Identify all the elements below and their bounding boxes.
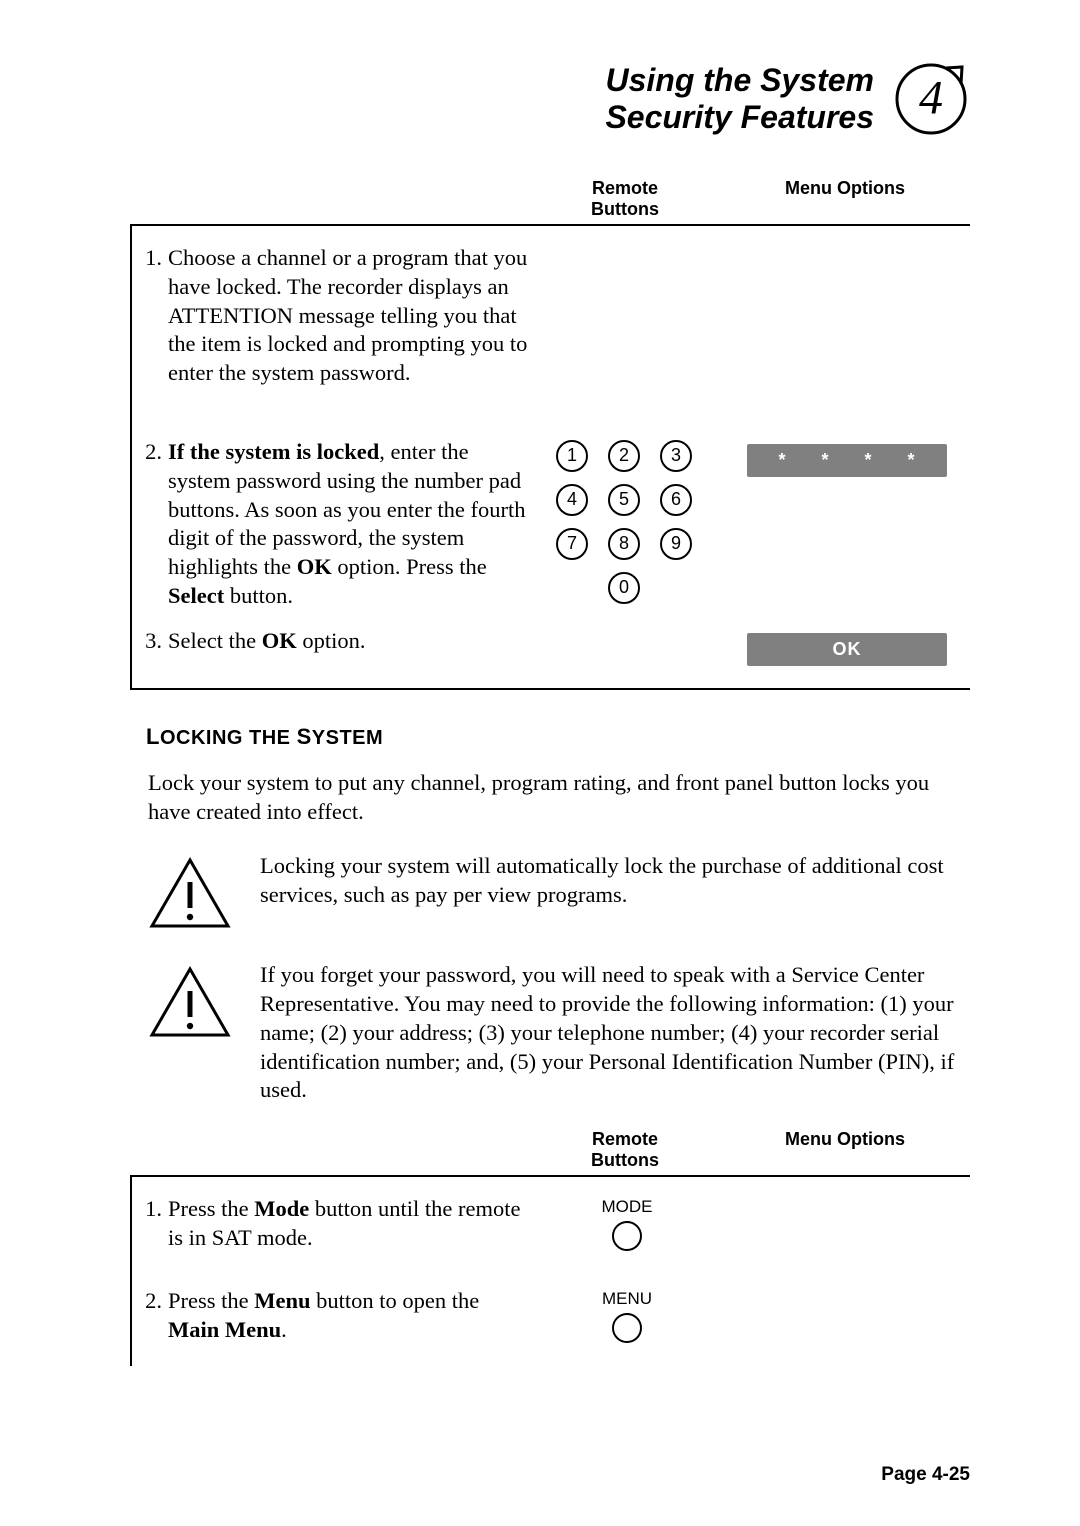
numpad-key-7: 7 <box>556 528 588 560</box>
numpad-key-6: 6 <box>660 484 692 516</box>
numpad-key-2: 2 <box>608 440 640 472</box>
table-row: 2. Press the Menu button to open the Mai… <box>132 1279 970 1353</box>
table-row: 1. Choose a channel or a program that yo… <box>132 236 970 396</box>
header-title-line1: Using the System <box>605 62 874 99</box>
step-number: 3. <box>142 627 168 656</box>
step-number: 2. <box>142 438 168 611</box>
warning-text: If you forget your password, you will ne… <box>260 961 970 1105</box>
numpad-key-1: 1 <box>556 440 588 472</box>
header-title-line2: Security Features <box>605 99 874 136</box>
step-body: If the system is locked, enter the syste… <box>168 438 532 611</box>
numpad-key-0: 0 <box>608 572 640 604</box>
chapter-number: 4 <box>919 70 943 125</box>
steps-table-1: 1. Choose a channel or a program that yo… <box>130 224 970 690</box>
numpad-key-4: 4 <box>556 484 588 516</box>
col-header-menu-options: Menu Options <box>720 178 970 220</box>
star-icon: * <box>778 450 786 471</box>
menu-button-icon: MENU <box>602 1289 652 1343</box>
page-header: Using the System Security Features 4 <box>130 60 970 138</box>
step-number: 1. <box>142 244 168 388</box>
table2-column-headers: Remote Buttons Menu Options <box>130 1129 970 1171</box>
table-row: 2. If the system is locked, enter the sy… <box>132 430 970 619</box>
mode-button-icon: MODE <box>602 1197 653 1251</box>
star-icon: * <box>907 450 915 471</box>
numpad-key-9: 9 <box>660 528 692 560</box>
step-number: 2. <box>142 1287 168 1345</box>
numpad-key-3: 3 <box>660 440 692 472</box>
body-paragraph: Lock your system to put any channel, pro… <box>148 768 970 827</box>
table-row: 1. Press the Mode button until the remot… <box>132 1187 970 1261</box>
col-header-remote: Remote Buttons <box>530 178 720 220</box>
warning-text: Locking your system will automatically l… <box>260 852 970 910</box>
table-row: 3. Select the OK option. OK <box>132 619 970 674</box>
step-body: Select the OK option. <box>168 627 532 656</box>
chapter-badge-icon: 4 <box>892 60 970 138</box>
section-heading-locking: LOCKING THE SYSTEM <box>146 724 970 750</box>
warning-icon <box>148 856 232 937</box>
warning-block: Locking your system will automatically l… <box>148 852 970 937</box>
ok-option-chip: OK <box>747 633 947 666</box>
col-header-menu-options: Menu Options <box>720 1129 970 1171</box>
col-header-remote: Remote Buttons <box>530 1129 720 1171</box>
header-title: Using the System Security Features <box>605 62 874 136</box>
button-label: MODE <box>602 1197 653 1217</box>
button-label: MENU <box>602 1289 652 1309</box>
step-body: Press the Menu button to open the Main M… <box>168 1287 532 1345</box>
step-body: Choose a channel or a program that you h… <box>168 244 532 388</box>
password-entry-chip: * * * * <box>747 444 947 477</box>
numpad-key-8: 8 <box>608 528 640 560</box>
warning-icon <box>148 965 232 1046</box>
star-icon: * <box>864 450 872 471</box>
step-number: 1. <box>142 1195 168 1253</box>
numpad-icon: 1 2 3 4 5 6 7 8 9 0 <box>556 440 698 604</box>
steps-table-2: 1. Press the Mode button until the remot… <box>130 1175 970 1366</box>
star-icon: * <box>821 450 829 471</box>
warning-block: If you forget your password, you will ne… <box>148 961 970 1105</box>
step-body: Press the Mode button until the remote i… <box>168 1195 532 1253</box>
table1-column-headers: Remote Buttons Menu Options <box>130 178 970 220</box>
numpad-key-5: 5 <box>608 484 640 516</box>
page-number: Page 4-25 <box>881 1464 970 1486</box>
